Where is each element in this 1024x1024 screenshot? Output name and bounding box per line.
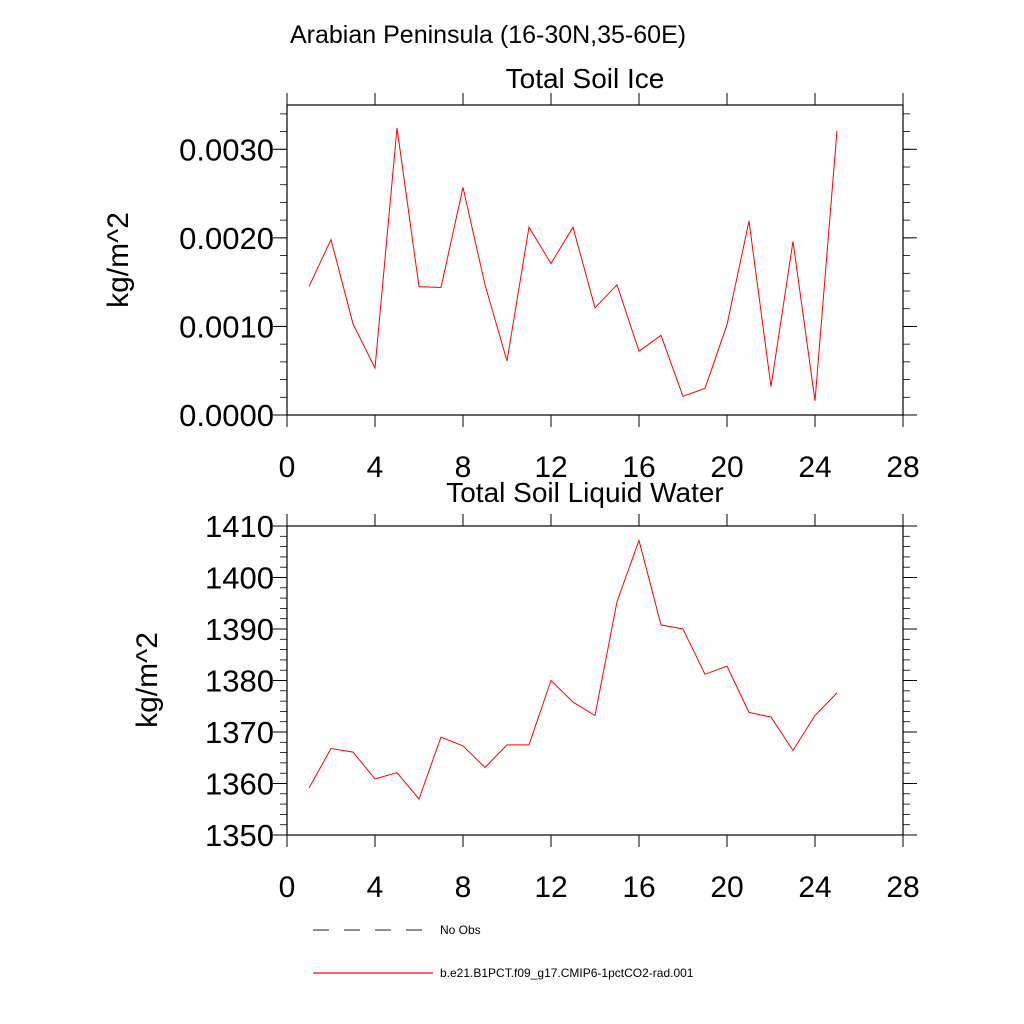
x-tick-label: 4: [367, 451, 384, 484]
y-axis-label: kg/m^2: [131, 632, 164, 728]
x-tick-label: 4: [367, 871, 384, 904]
chart-title: Total Soil Liquid Water: [446, 477, 724, 508]
panel-total-soil-liquid-water: Total Soil Liquid Water kg/m^2 0 4 8 12 16 20 24…: [131, 477, 920, 904]
y-tick-label: 1360: [205, 767, 274, 802]
x-tick-label: 12: [534, 871, 567, 904]
x-tick-label: 24: [798, 871, 831, 904]
x-tick-label: 28: [886, 871, 919, 904]
plot-frame: [286, 525, 904, 836]
y-tick-label: 1350: [205, 818, 274, 853]
y-tick-label: 1390: [205, 612, 274, 647]
y-tick-label: 1370: [205, 715, 274, 750]
y-tick-label: 0.0000: [179, 398, 274, 433]
y-tick-label: 0.0010: [179, 309, 274, 344]
legend-model-label: b.e21.B1PCT.f09_g17.CMIP6-1pctCO2-rad.00…: [440, 966, 694, 980]
y-tick-label: 0.0020: [179, 221, 274, 256]
x-tick-label: 28: [886, 451, 919, 484]
y-axis-label: kg/m^2: [102, 212, 135, 308]
x-tick-label: 8: [455, 871, 472, 904]
legend: No Obs b.e21.B1PCT.f09_g17.CMIP6-1pctCO2…: [313, 923, 694, 980]
panel-total-soil-ice: Total Soil Ice kg/m^2 0 4 8 12 16 20 24 28 0.0000 0…: [102, 63, 920, 484]
plot-frame: [286, 104, 904, 416]
legend-no-obs-label: No Obs: [440, 923, 481, 937]
y-tick-label: 0.0030: [179, 132, 274, 167]
figure-title: Arabian Peninsula (16-30N,35-60E): [290, 21, 686, 49]
series-line-total-soil-ice: [308, 127, 838, 401]
chart-title: Total Soil Ice: [506, 63, 665, 94]
y-tick-label: 1400: [205, 561, 274, 596]
x-tick-label: 20: [710, 451, 743, 484]
y-tick-label: 1380: [205, 664, 274, 699]
x-tick-label: 16: [622, 871, 655, 904]
x-tick-label: 8: [455, 451, 472, 484]
x-tick-label: 0: [279, 871, 296, 904]
y-tick-label: 1410: [205, 509, 274, 544]
x-tick-label: 24: [798, 451, 831, 484]
x-tick-label: 20: [710, 871, 743, 904]
x-tick-label: 12: [534, 451, 567, 484]
x-tick-label: 16: [622, 451, 655, 484]
series-line-total-soil-liquid-water: [308, 538, 838, 800]
x-tick-label: 0: [279, 451, 296, 484]
